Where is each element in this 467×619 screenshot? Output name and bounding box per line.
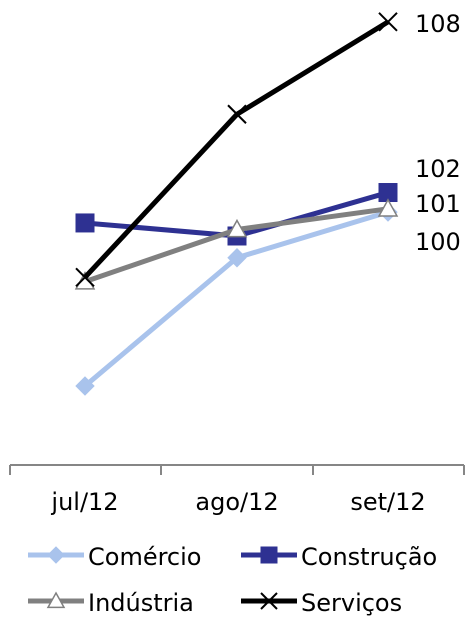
x-tick-label: set/12 bbox=[350, 488, 425, 516]
data-point-comercio bbox=[227, 248, 247, 268]
plot-area bbox=[74, 12, 399, 396]
legend-item-industria: Indústria bbox=[28, 589, 194, 617]
data-point-servicos bbox=[75, 267, 95, 288]
legend-marker bbox=[47, 546, 65, 564]
data-point-industria bbox=[226, 218, 248, 238]
legend: Comércio Construção Indústria Serviços bbox=[28, 543, 437, 617]
end-value-label: 100 bbox=[415, 228, 461, 256]
legend-item-comercio: Comércio bbox=[28, 543, 201, 571]
x-tick-label: ago/12 bbox=[195, 488, 278, 516]
legend-item-construcao: Construção bbox=[241, 543, 437, 571]
legend-label: Serviços bbox=[301, 589, 402, 617]
end-value-label: 108 bbox=[415, 10, 461, 38]
legend-marker bbox=[46, 591, 66, 609]
x-axis: jul/12 ago/12 set/12 bbox=[9, 464, 465, 516]
data-point-construcao bbox=[75, 213, 95, 233]
series-servicos bbox=[75, 12, 398, 288]
legend-marker bbox=[260, 592, 278, 610]
data-point-comercio bbox=[75, 376, 95, 396]
legend-item-servicos: Serviços bbox=[241, 589, 402, 617]
legend-label: Comércio bbox=[88, 543, 201, 571]
data-point-servicos bbox=[227, 104, 247, 124]
legend-label: Indústria bbox=[88, 589, 194, 617]
end-labels: 108 102 101 100 bbox=[415, 10, 461, 256]
data-point-industria bbox=[377, 198, 399, 217]
end-value-label: 101 bbox=[415, 190, 461, 218]
data-point-servicos bbox=[378, 12, 398, 32]
x-tick-label: jul/12 bbox=[50, 488, 118, 516]
end-value-label: 102 bbox=[415, 155, 461, 183]
legend-label: Construção bbox=[301, 543, 437, 571]
legend-marker bbox=[260, 546, 278, 564]
